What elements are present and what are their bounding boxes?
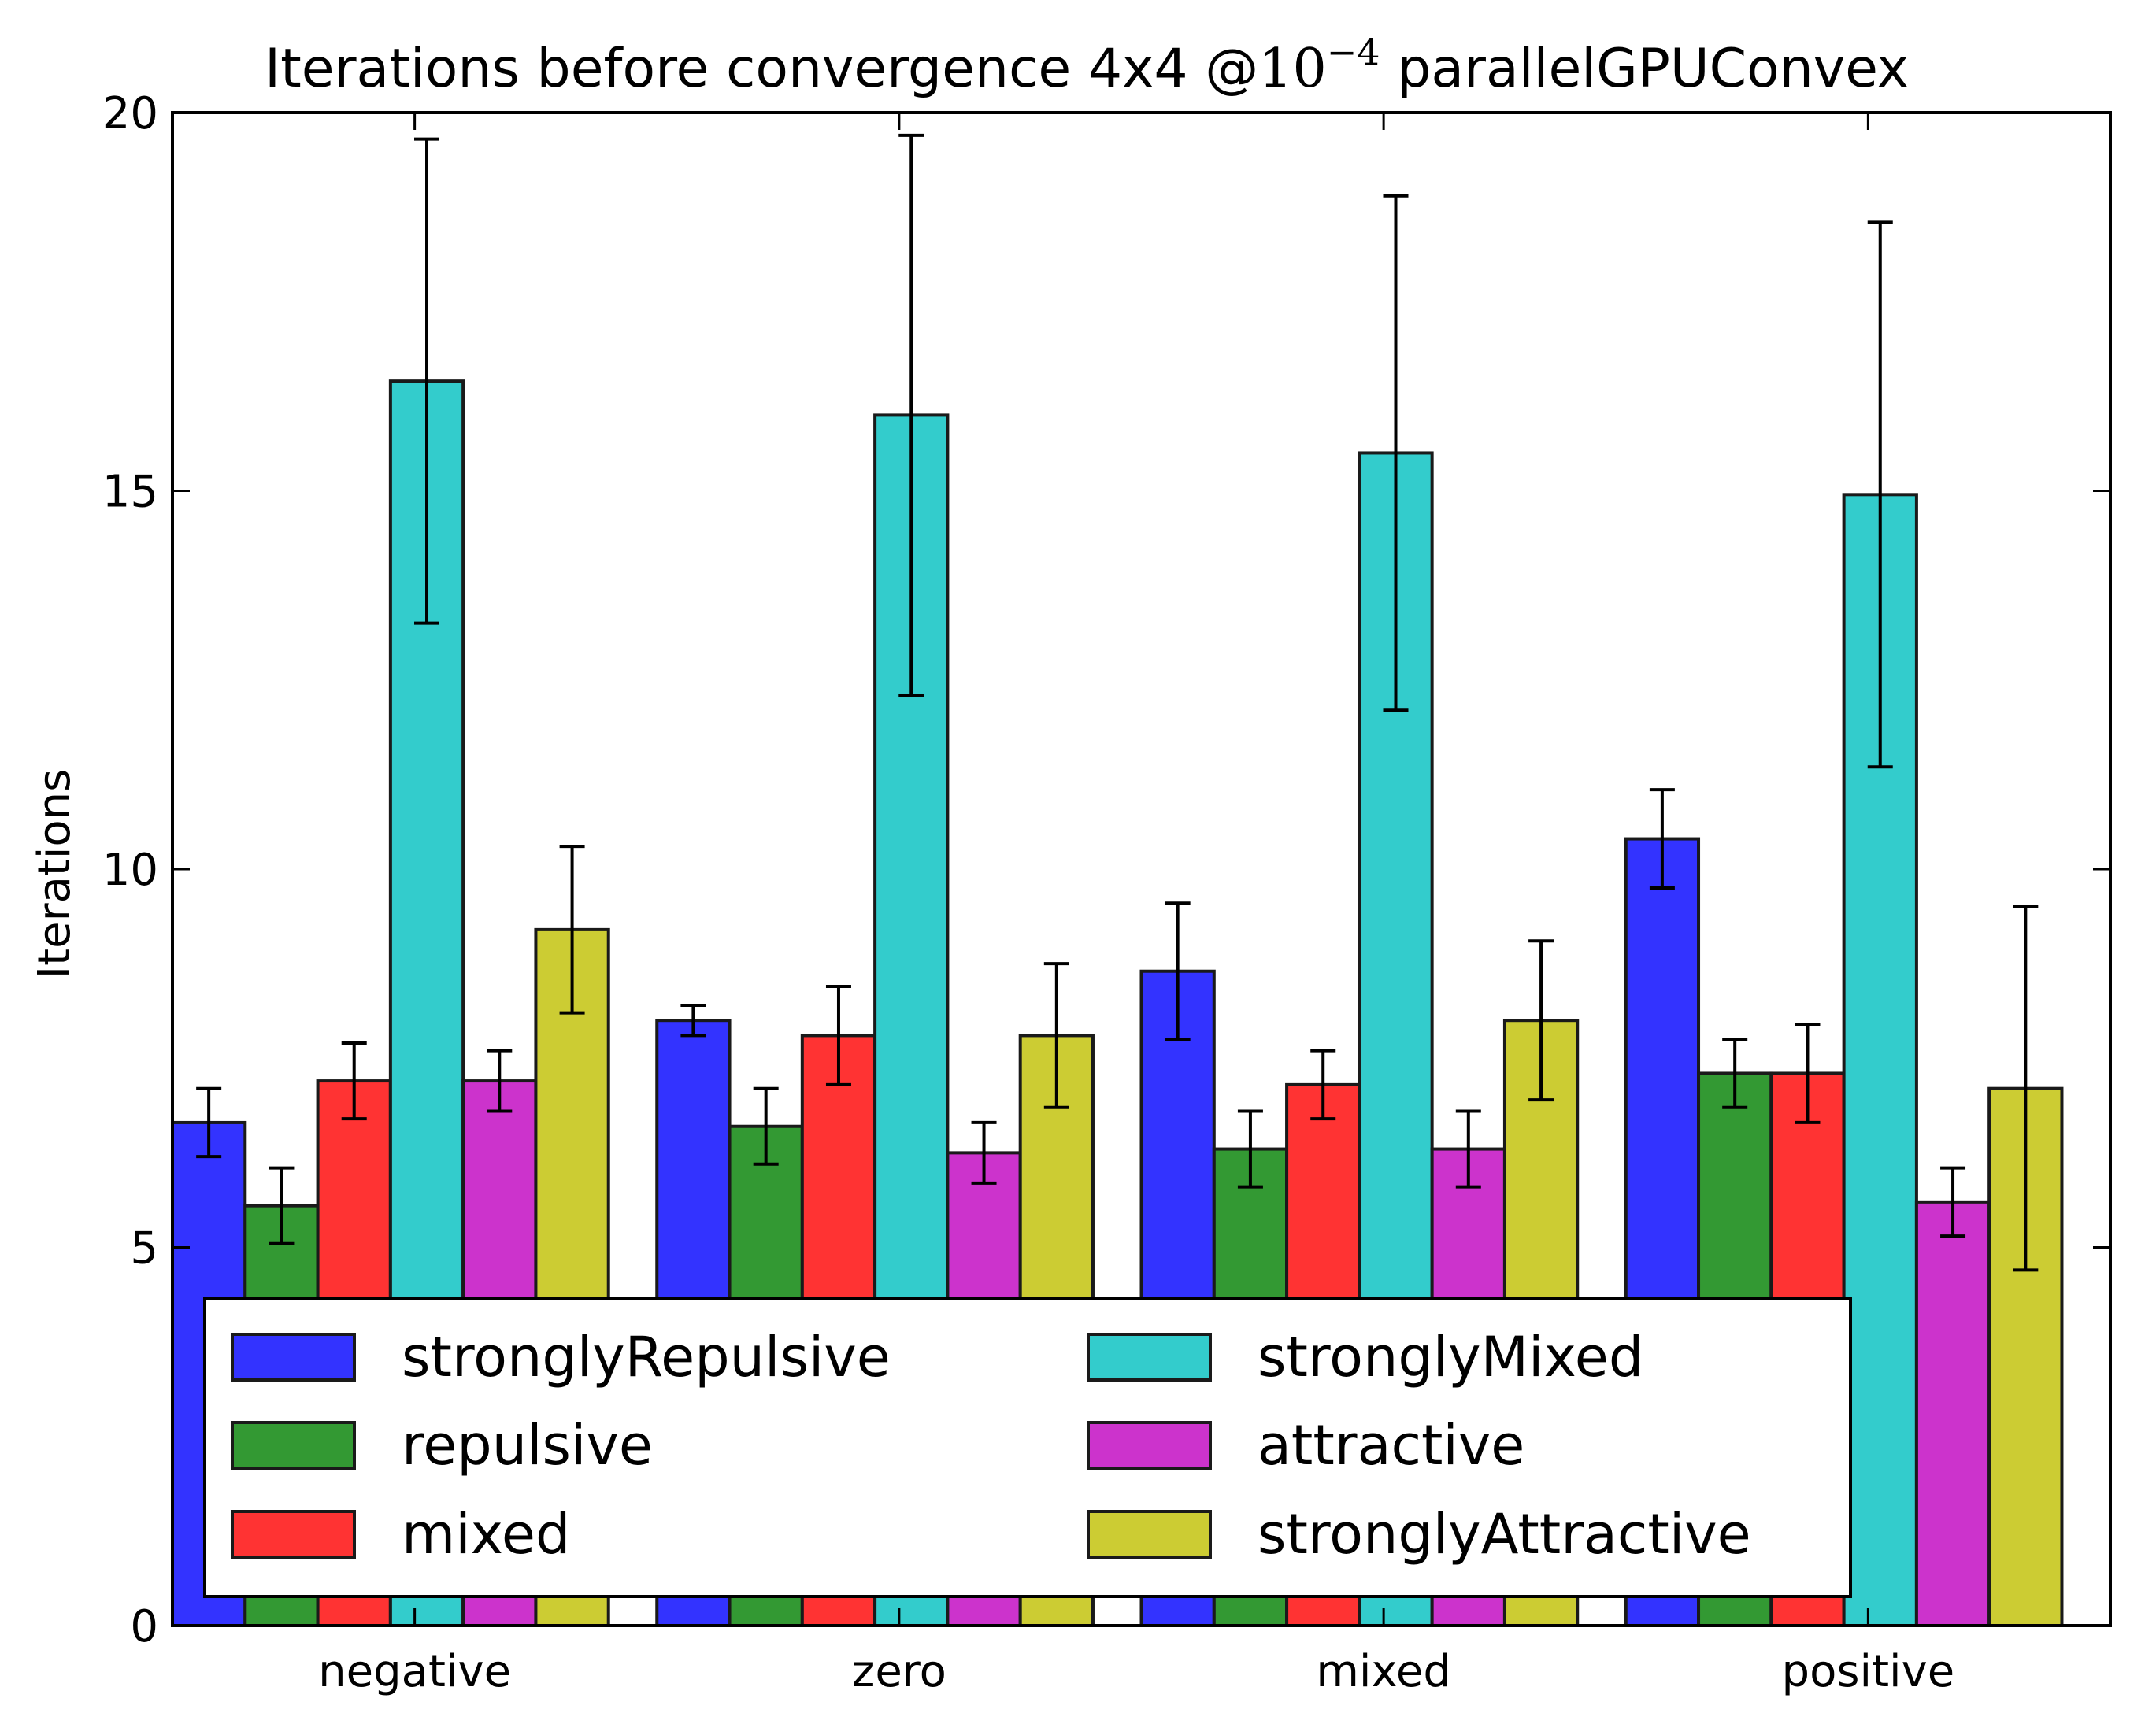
legend-label: attractive [1258, 1413, 1524, 1478]
chart-title-prefix: Iterations before convergence 4x4 @ [265, 38, 1258, 100]
x-tick-label-mixed: mixed [1316, 1646, 1451, 1697]
bar-attractive-positive [1914, 1200, 1991, 1627]
error-bar-stronglyRepulsive-zero [680, 1003, 706, 1038]
chart-title-math-base: 10 [1258, 38, 1327, 100]
error-bar-mixed-positive [1795, 1023, 1821, 1124]
error-bar-mixed-negative [341, 1041, 367, 1121]
error-bar-attractive-zero [971, 1120, 997, 1185]
x-tick-label-positive: positive [1782, 1646, 1955, 1697]
legend-item-repulsive: repulsive [231, 1413, 653, 1478]
error-bar-stronglyRepulsive-positive [1649, 788, 1675, 890]
error-bar-stronglyAttractive-zero [1043, 962, 1069, 1109]
error-bar-stronglyMixed-positive [1867, 220, 1893, 769]
y-tick-label: 20 [102, 88, 158, 139]
error-bar-repulsive-positive [1722, 1038, 1748, 1109]
legend-item-attractive: attractive [1087, 1413, 1524, 1478]
errorbars-layer [196, 133, 2039, 1272]
error-bar-stronglyAttractive-mixed [1528, 939, 1554, 1102]
legend-label: stronglyMixed [1258, 1325, 1643, 1389]
legend-label: stronglyRepulsive [402, 1325, 891, 1389]
x-tick-label-zero: zero [852, 1646, 946, 1697]
legend-swatch [1087, 1421, 1212, 1470]
legend-box [203, 1297, 1852, 1598]
legend-label: stronglyAttractive [1258, 1502, 1751, 1567]
x-ticks: negative zero mixed positive [318, 113, 1954, 1697]
y-tick-label: 15 [102, 467, 158, 518]
error-bar-attractive-positive [1940, 1166, 1966, 1238]
legend-swatch [1087, 1510, 1212, 1559]
error-bar-stronglyMixed-zero [898, 133, 924, 697]
error-bar-stronglyAttractive-negative [559, 845, 585, 1015]
error-bar-stronglyMixed-negative [414, 137, 440, 625]
error-bar-stronglyMixed-mixed [1383, 194, 1409, 712]
legend-label: mixed [402, 1502, 570, 1567]
legend-label: repulsive [402, 1413, 653, 1478]
chart-title: Iterations before convergence 4x4 @10−4 … [265, 31, 1909, 100]
legend-swatch [231, 1333, 356, 1382]
y-axis-label: Iterations [29, 769, 80, 979]
error-bar-attractive-mixed [1455, 1109, 1481, 1189]
chart-title-suffix: parallelGPUConvex [1380, 38, 1909, 100]
legend: stronglyRepulsive repulsive mixed stronglyM… [203, 1297, 1852, 1598]
error-bar-mixed-zero [825, 984, 851, 1086]
y-ticks: 0 5 10 15 20 [102, 88, 2110, 1652]
y-tick-label: 10 [102, 845, 158, 896]
legend-item-mixed: mixed [231, 1502, 570, 1567]
error-bar-stronglyRepulsive-mixed [1165, 901, 1191, 1041]
chart-title-math-exponent: −4 [1327, 31, 1380, 73]
x-tick-label-negative: negative [318, 1646, 511, 1697]
error-bar-repulsive-mixed [1237, 1109, 1263, 1189]
error-bar-stronglyRepulsive-negative [196, 1086, 222, 1159]
error-bar-mixed-mixed [1310, 1049, 1336, 1121]
error-bar-stronglyAttractive-positive [2013, 905, 2039, 1272]
error-bar-repulsive-negative [269, 1166, 295, 1245]
legend-item-stronglyRepulsive: stronglyRepulsive [231, 1325, 891, 1389]
legend-item-stronglyMixed: stronglyMixed [1087, 1325, 1643, 1389]
legend-swatch [231, 1421, 356, 1470]
error-bar-repulsive-zero [753, 1086, 779, 1166]
y-tick-label: 5 [130, 1223, 158, 1275]
y-tick-label: 0 [130, 1601, 158, 1652]
legend-swatch [1087, 1333, 1212, 1382]
error-bar-attractive-negative [487, 1049, 513, 1113]
legend-item-stronglyAttractive: stronglyAttractive [1087, 1502, 1751, 1567]
legend-swatch [231, 1510, 356, 1559]
